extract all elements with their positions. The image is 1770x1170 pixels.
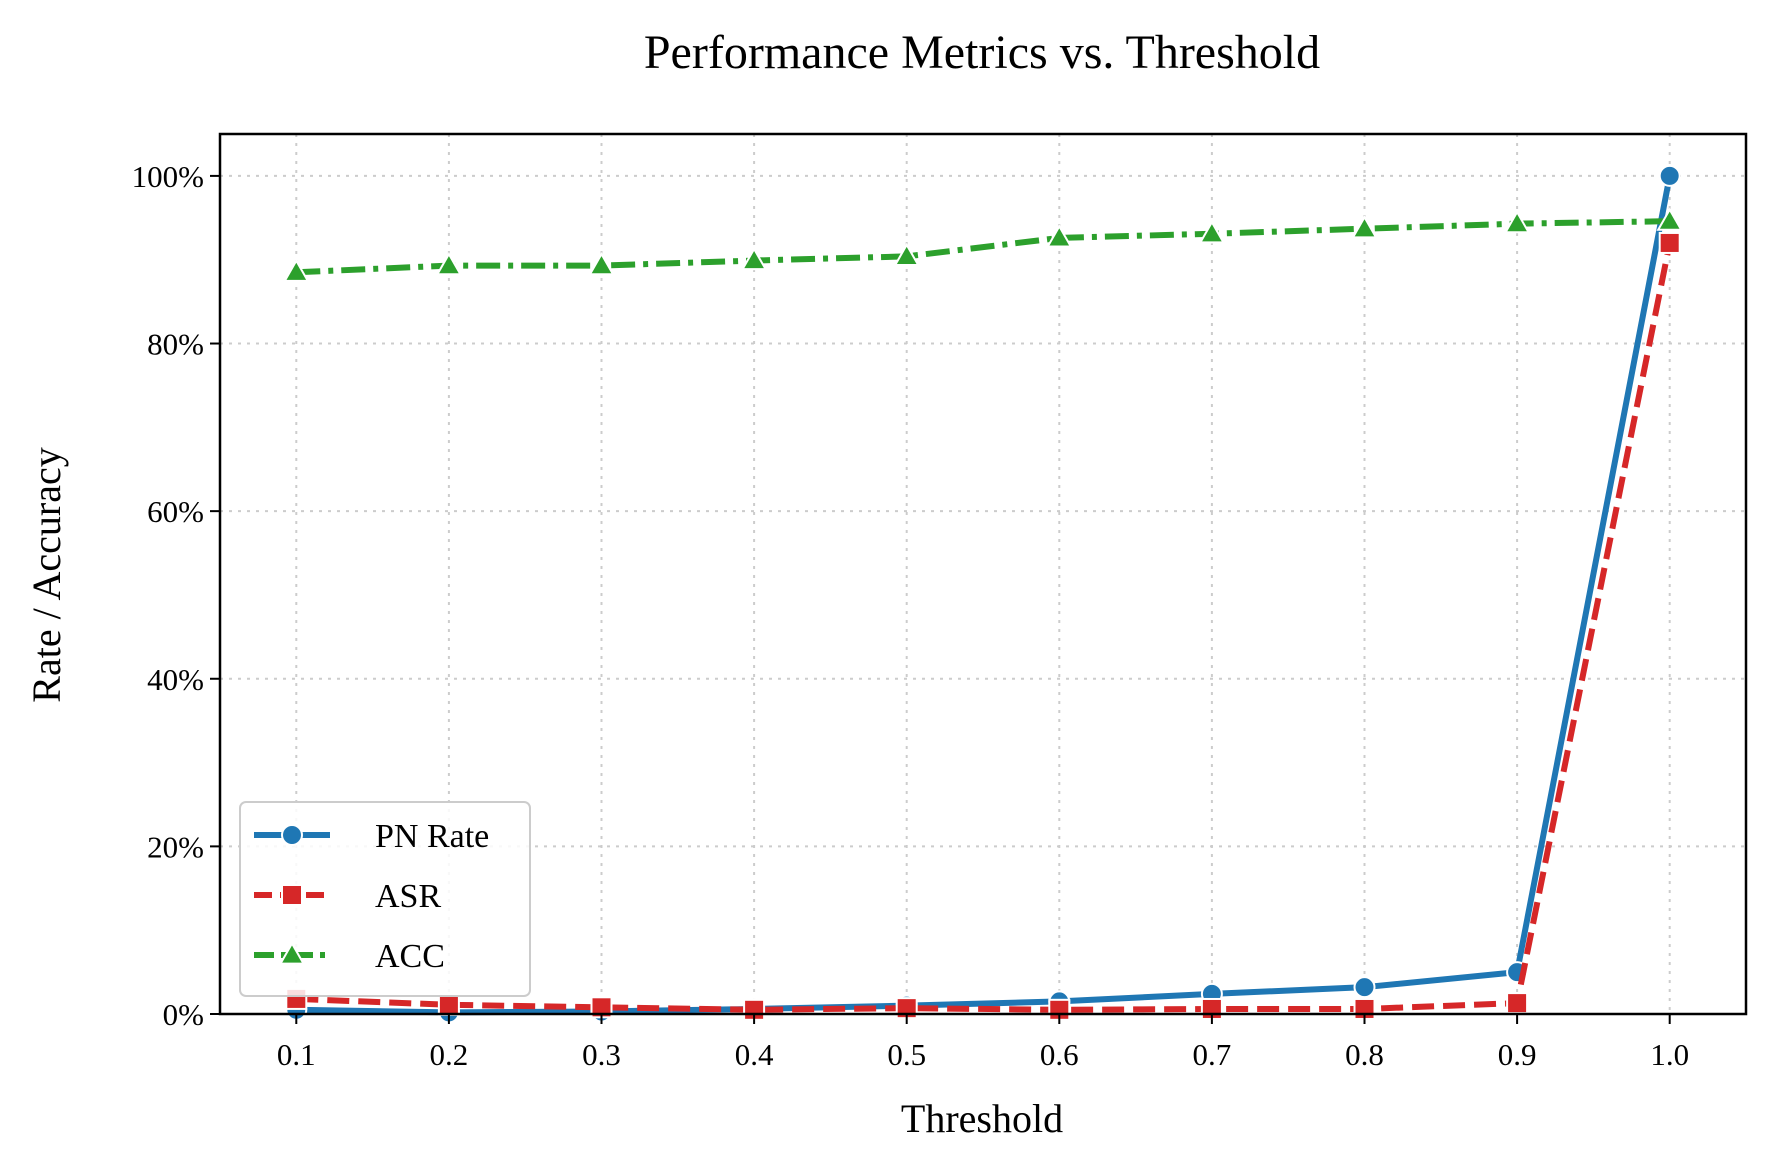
data-point-acc: [893, 242, 920, 266]
data-point-acc: [1656, 207, 1683, 231]
legend-item-pn-rate: PN Rate: [254, 818, 489, 855]
legend-marker-asr: [281, 884, 303, 906]
legend-label-asr: ASR: [375, 878, 441, 915]
x-tick-label: 0.4: [735, 1037, 774, 1072]
data-point-acc: [1198, 220, 1226, 244]
y-axis: 0% 20% 40% 60% 80% 100%: [132, 159, 220, 1032]
y-tick-label: 100%: [132, 159, 204, 194]
data-point-acc: [1046, 224, 1073, 248]
legend-box: [239, 801, 531, 997]
data-point-asr: [1658, 231, 1681, 254]
y-tick-label: 80%: [147, 327, 204, 362]
x-tick-label: 0.1: [277, 1037, 316, 1072]
legend-marker-pn-rate: [281, 824, 303, 846]
data-point-acc: [435, 252, 463, 276]
data-point-acc: [1503, 210, 1531, 234]
x-tick-label: 1.0: [1650, 1037, 1689, 1072]
series-acc: [283, 207, 1683, 282]
legend-item-asr: ASR: [254, 878, 441, 915]
legend: PN Rate ASR ACC: [239, 801, 531, 997]
data-point-acc: [283, 258, 310, 282]
legend-label-acc: ACC: [375, 938, 445, 975]
series-line-pn-rate: [296, 175, 1673, 1016]
x-tick-label: 0.6: [1040, 1037, 1079, 1072]
y-tick-label: 20%: [147, 829, 204, 864]
series-line-acc: [296, 218, 1670, 276]
x-tick-label: 0.8: [1345, 1037, 1384, 1072]
chart-title: Performance Metrics vs. Threshold: [644, 26, 1320, 79]
y-tick-label: 0%: [163, 997, 204, 1032]
data-point-acc: [1351, 215, 1378, 239]
y-tick-label: 40%: [147, 662, 204, 697]
series-layer: [283, 164, 1683, 1024]
series-line-asr: [296, 242, 1673, 1013]
data-point-acc: [740, 247, 768, 271]
x-axis: 0.1 0.2 0.3 0.4 0.5 0.6 0.7 0.8 0.9 1.0: [277, 1014, 1689, 1072]
x-tick-label: 0.2: [430, 1037, 469, 1072]
x-tick-label: 0.7: [1193, 1037, 1232, 1072]
data-point-acc: [588, 252, 615, 276]
legend-item-acc: ACC: [254, 938, 445, 975]
data-point-pn-rate: [1658, 164, 1681, 187]
data-point-asr: [1506, 992, 1529, 1015]
legend-label-pn-rate: PN Rate: [375, 818, 489, 855]
x-tick-label: 0.5: [887, 1037, 926, 1072]
y-axis-label: Rate / Accuracy: [24, 447, 69, 702]
data-point-asr: [437, 993, 460, 1016]
data-point-pn-rate: [1353, 976, 1376, 999]
x-tick-label: 0.9: [1498, 1037, 1537, 1072]
plot-area-frame: [218, 132, 1748, 1016]
x-axis-label: Threshold: [901, 1096, 1063, 1141]
x-tick-label: 0.3: [582, 1037, 621, 1072]
y-tick-label: 60%: [147, 494, 204, 529]
legend-marker-acc: [278, 941, 306, 965]
